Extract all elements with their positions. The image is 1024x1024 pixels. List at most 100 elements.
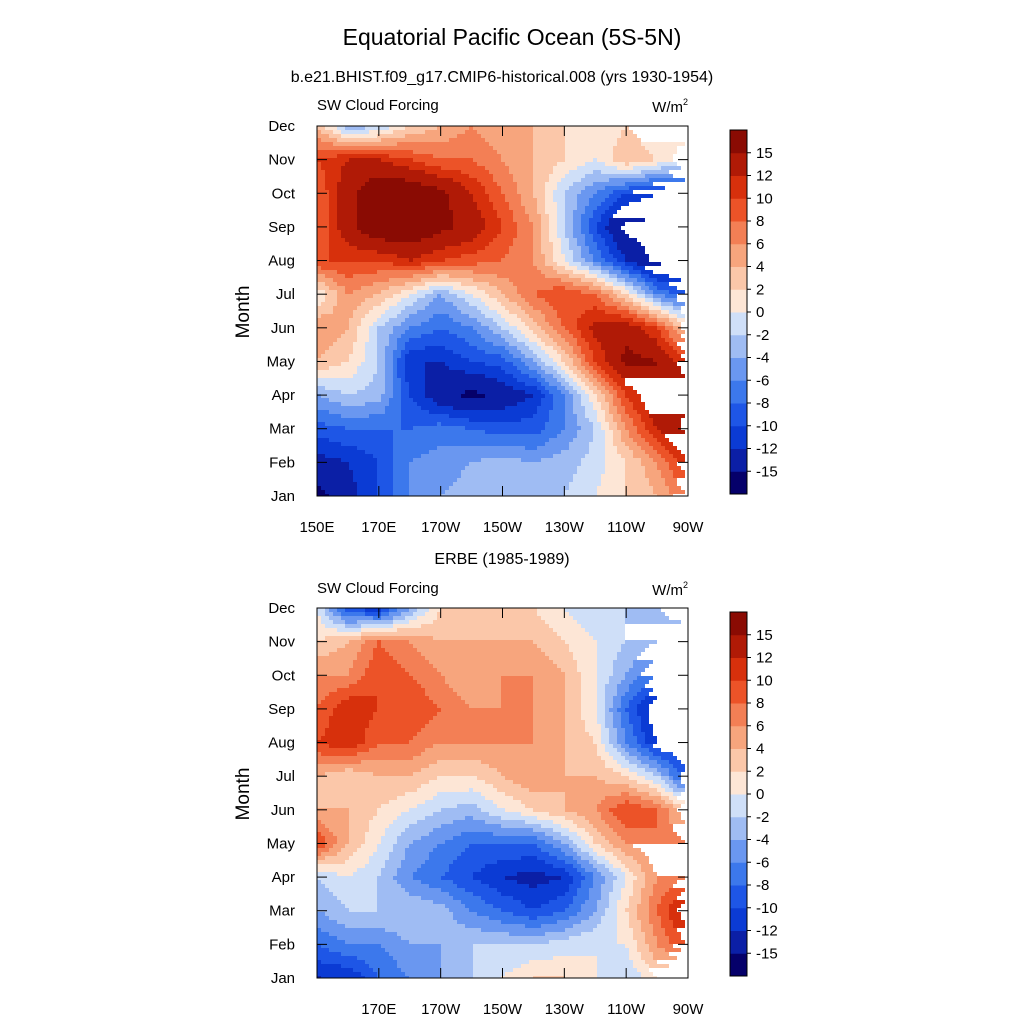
field-cell (357, 390, 385, 394)
field-cell (317, 166, 321, 170)
field-cell (537, 294, 597, 298)
field-cell (641, 274, 649, 278)
field-cell (609, 178, 649, 182)
field-cell (425, 390, 465, 394)
field-cell (617, 904, 629, 908)
field-cell (629, 720, 641, 724)
field-cell (493, 202, 509, 206)
field-cell (377, 330, 393, 334)
field-cell (349, 840, 365, 844)
field-cell (581, 230, 589, 234)
field-cell (497, 860, 545, 864)
field-cell (629, 290, 637, 294)
field-cell (361, 362, 377, 366)
field-cell (353, 768, 421, 772)
field-cell (389, 402, 401, 406)
field-cell (501, 892, 565, 896)
field-cell (545, 342, 557, 346)
field-cell (321, 852, 337, 856)
field-cell (393, 876, 413, 880)
field-cell (377, 896, 421, 900)
field-cell (413, 840, 445, 844)
field-cell (533, 306, 553, 310)
field-cell (545, 620, 577, 624)
field-cell (613, 664, 633, 668)
field-cell (317, 624, 325, 628)
field-cell (497, 888, 569, 892)
field-cell (545, 202, 557, 206)
field-cell (545, 350, 557, 354)
field-cell (581, 222, 589, 226)
field-cell (317, 374, 353, 378)
field-cell (617, 876, 625, 880)
field-cell (361, 624, 393, 628)
field-cell (365, 314, 381, 318)
field-cell (553, 266, 565, 270)
field-cell (353, 852, 373, 856)
field-cell (629, 752, 641, 756)
field-cell (569, 872, 581, 876)
field-cell (385, 238, 421, 242)
field-cell (553, 454, 585, 458)
field-cell (317, 194, 329, 198)
field-cell (673, 326, 681, 330)
field-cell (465, 700, 501, 704)
field-cell (589, 370, 597, 374)
field-cell (609, 206, 621, 210)
field-cell (329, 254, 397, 258)
field-cell (649, 912, 657, 916)
field-cell (529, 916, 537, 920)
field-cell (569, 330, 581, 334)
field-cell (389, 334, 401, 338)
field-cell (529, 374, 541, 378)
field-cell (533, 724, 565, 728)
field-cell (409, 470, 461, 474)
field-cell (657, 816, 669, 820)
field-cell (677, 330, 685, 334)
field-cell (501, 230, 517, 234)
field-cell (613, 398, 621, 402)
field-cell (341, 230, 361, 234)
field-cell (609, 218, 645, 222)
field-cell (517, 234, 533, 238)
field-cell (601, 270, 609, 274)
field-cell (329, 194, 337, 198)
field-cell (637, 860, 649, 864)
field-cell (317, 234, 329, 238)
field-cell (337, 896, 377, 900)
field-cell (673, 924, 685, 928)
field-cell (381, 314, 397, 318)
field-cell (569, 446, 589, 450)
field-cell (565, 676, 581, 680)
field-cell (653, 434, 665, 438)
field-cell (589, 832, 601, 836)
field-cell (565, 772, 621, 776)
field-cell (605, 836, 621, 840)
field-cell (597, 306, 617, 310)
field-cell (485, 338, 505, 342)
field-cell (529, 788, 637, 792)
field-cell (621, 896, 629, 900)
field-cell (617, 932, 633, 936)
field-cell (397, 358, 405, 362)
field-cell (593, 876, 605, 880)
field-cell (625, 672, 641, 676)
field-cell (345, 238, 385, 242)
field-cell (425, 346, 445, 350)
field-cell (477, 318, 493, 322)
field-cell (401, 382, 409, 386)
field-cell (601, 406, 609, 410)
field-cell (533, 182, 545, 186)
field-cell (453, 218, 485, 222)
field-cell (317, 398, 329, 402)
field-cell (617, 450, 633, 454)
field-cell (665, 294, 677, 298)
field-cell (609, 230, 625, 234)
field-cell (573, 864, 581, 868)
field-cell (533, 708, 565, 712)
field-cell (349, 836, 365, 840)
field-cell (381, 944, 441, 948)
colorbar-label: -12 (756, 923, 778, 940)
field-cell (397, 880, 421, 884)
field-cell (629, 186, 665, 190)
